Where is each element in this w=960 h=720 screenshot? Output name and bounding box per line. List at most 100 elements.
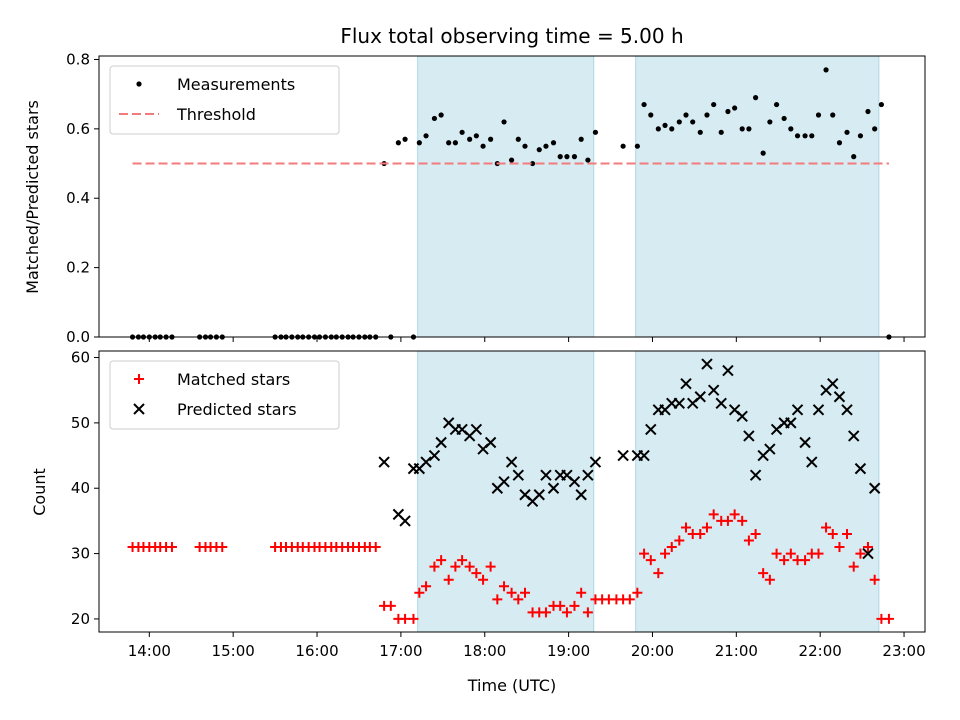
matched-stars-point (492, 594, 503, 605)
matched-stars-point (624, 594, 635, 605)
measurement-point (438, 112, 444, 118)
matched-stars-point (166, 542, 177, 553)
predicted-stars-point (547, 482, 560, 494)
predicted-stars-point (512, 469, 524, 481)
measurement-point (662, 122, 668, 128)
matched-stars-point (217, 542, 228, 553)
matched-stars-point (519, 587, 530, 598)
matched-stars-point (701, 522, 712, 533)
matched-stars-point (827, 528, 838, 539)
y-tick-label: 40 (71, 479, 90, 497)
ratio-axes: 0.0 0.2 0.4 0.6 0.8 (66, 50, 926, 346)
matched-stars-point (499, 581, 510, 592)
measurement-point (536, 147, 542, 153)
predicted-stars-point (848, 430, 860, 442)
chart-title: Flux total observing time = 5.00 h (340, 24, 683, 48)
matched-stars-point (555, 600, 566, 611)
x-tick-label: 14:00 (128, 642, 171, 660)
measurement-point (585, 157, 591, 163)
matched-stars-point (737, 515, 748, 526)
predicted-stars-point (862, 547, 874, 560)
measurement-point (865, 108, 871, 115)
matched-stars-point (485, 561, 496, 572)
legend-box (109, 65, 340, 135)
matched-stars-point (506, 587, 517, 598)
predicted-stars-point (806, 456, 818, 468)
matched-stars-point (400, 613, 411, 624)
measurement-point (459, 129, 465, 135)
matched-stars-point (800, 555, 811, 566)
matched-stars-point (576, 587, 587, 598)
predicted-stars-point (568, 475, 581, 488)
legend-label: Predicted stars (177, 400, 297, 419)
measurement-point (809, 133, 815, 139)
measurement-point (522, 143, 528, 149)
predicted-stars-point (743, 430, 755, 442)
matched-stars-point (674, 535, 685, 546)
measurement-point (508, 157, 515, 163)
measurement-point (395, 140, 401, 146)
predicted-stars-point (645, 423, 657, 436)
matched-stars-point (632, 587, 643, 598)
measurement-point (767, 119, 773, 125)
predicted-stars-point (812, 404, 825, 416)
measurement-point (830, 112, 836, 118)
matched-stars-point (681, 522, 692, 533)
measurement-point (872, 126, 878, 132)
measurement-point (655, 126, 661, 132)
predicted-stars-point (701, 358, 713, 370)
measurement-point (697, 129, 703, 135)
legend-matched-swatch (134, 374, 144, 384)
matched-stars-point (855, 548, 866, 559)
x-tick-label: 19:00 (547, 642, 590, 660)
measurement-point (578, 136, 584, 142)
matched-stars-point (862, 542, 873, 553)
legend-label: Threshold (176, 105, 256, 124)
predicted-stars-point (505, 456, 518, 468)
measurement-point (802, 133, 808, 139)
shaded-interval (417, 55, 595, 338)
measurement-point (467, 136, 473, 142)
legend-box (109, 360, 340, 430)
measurement-point (815, 112, 822, 118)
measurement-point (739, 126, 745, 132)
predicted-stars-point (736, 410, 748, 423)
measurement-point (515, 136, 521, 142)
predicted-stars-point (589, 456, 602, 468)
x-tick-label: 15:00 (212, 642, 255, 660)
matched-stars-point (443, 574, 454, 585)
measurement-point (844, 129, 850, 135)
predicted-stars-point (498, 475, 510, 488)
matched-stars-point (421, 581, 432, 592)
predicted-stars-point (617, 449, 629, 462)
predicted-stars-point (868, 482, 881, 494)
matched-stars-point (457, 555, 468, 566)
observing-window-shading (417, 55, 880, 338)
count-y-axis-label: Count (30, 468, 49, 516)
measurement-point (431, 115, 438, 122)
matched-stars-point (582, 607, 593, 618)
y-tick-label: 20 (71, 610, 90, 628)
axes-frame (98, 350, 926, 633)
predicted-stars-point (749, 469, 762, 481)
count-panel: 20 30 40 50 60 14:00 15:00 16:00 17:00 18:00 19:00… (30, 349, 926, 660)
measurement-point (773, 101, 780, 108)
matched-stars-point (660, 548, 671, 559)
predicted-stars-point (484, 436, 497, 449)
x-tick-label: 18:00 (463, 642, 506, 660)
matched-stars-point (436, 555, 447, 566)
ratio-legend: Measurements Threshold (109, 65, 340, 135)
measurement-point (592, 129, 599, 135)
ratio-panel: 0.00.20.40.60.8 Matched/Predicted stars … (23, 50, 926, 346)
matched-stars-point (540, 607, 551, 618)
axes-frame (98, 55, 926, 338)
matched-stars-point (834, 542, 845, 553)
measurement-point (760, 150, 766, 156)
x-tick-label: 22:00 (799, 642, 842, 660)
matched-stars-point (771, 548, 782, 559)
predicted-stars-point (638, 449, 650, 462)
y-tick-label: 60 (71, 349, 90, 367)
measurement-point (753, 95, 759, 101)
predicted-stars-point (694, 391, 706, 403)
